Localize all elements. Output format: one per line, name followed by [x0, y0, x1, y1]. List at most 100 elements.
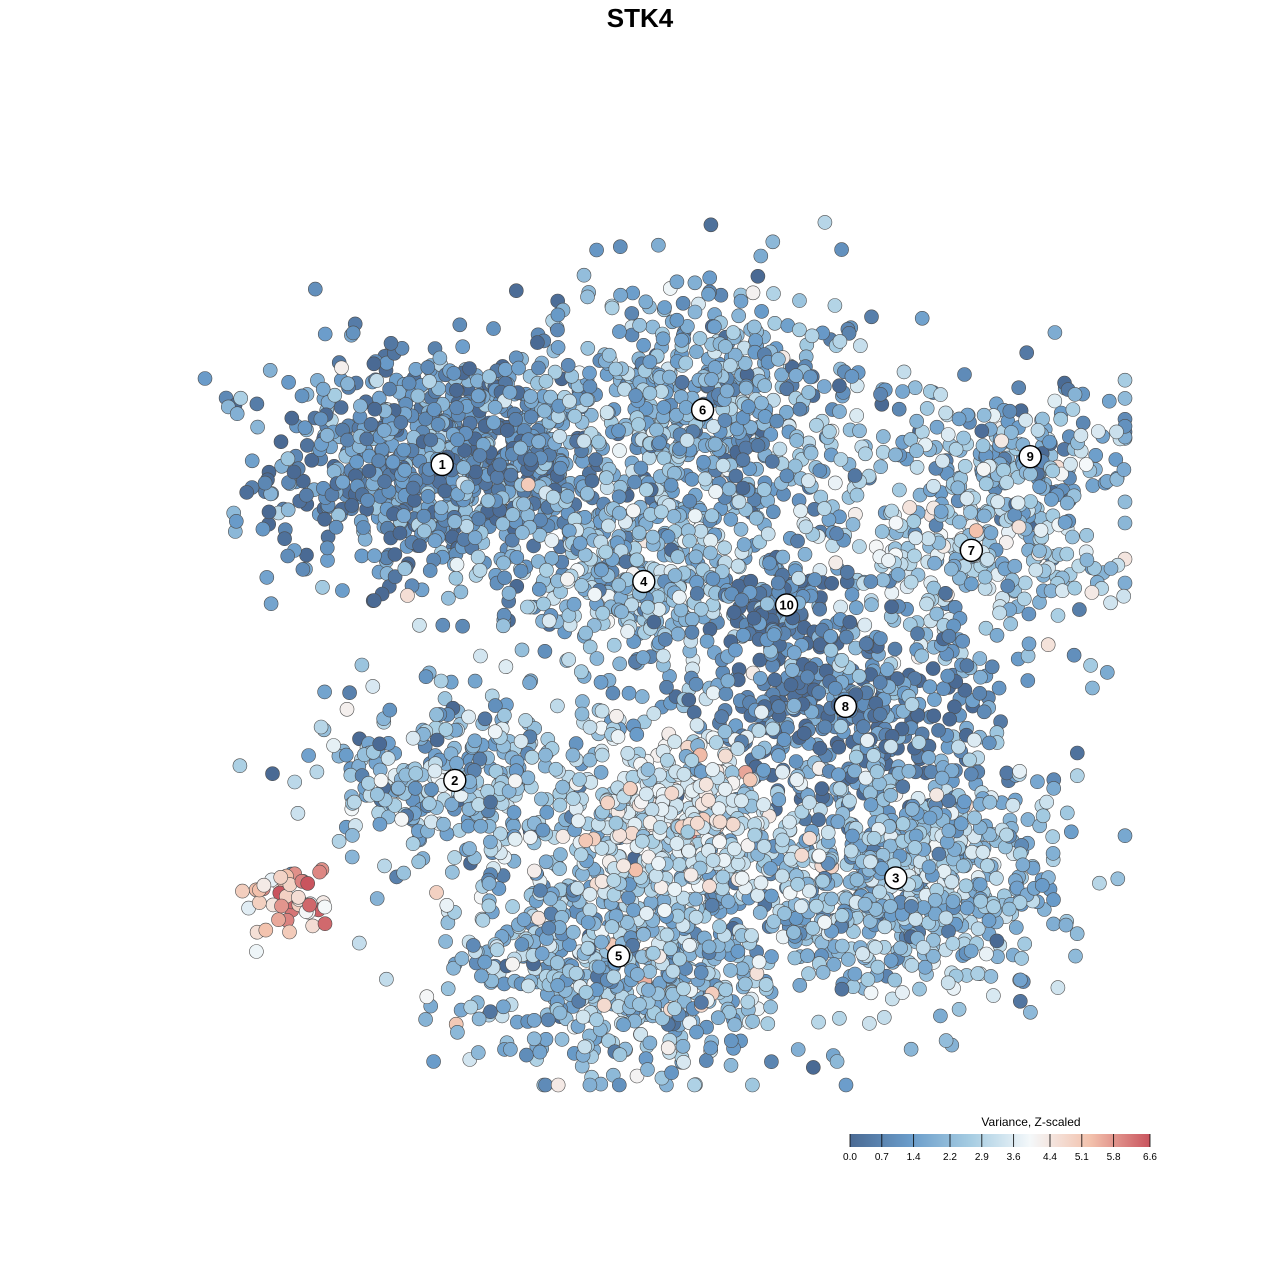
data-point [979, 946, 994, 962]
data-point [707, 319, 722, 335]
data-point [1069, 926, 1085, 942]
data-point [397, 561, 413, 577]
data-point [1100, 665, 1115, 680]
data-point [503, 1042, 518, 1057]
data-point [550, 322, 565, 338]
data-point [366, 356, 382, 372]
data-point [824, 891, 839, 907]
data-point [539, 805, 555, 820]
data-point [722, 358, 738, 373]
data-point [471, 1011, 487, 1027]
data-point [688, 549, 704, 565]
data-point [989, 933, 1005, 949]
data-point [401, 375, 417, 391]
data-point [968, 523, 984, 539]
data-point [1117, 515, 1133, 531]
data-point [462, 841, 477, 856]
data-point [611, 1077, 627, 1093]
data-point [811, 1014, 826, 1030]
data-point [702, 270, 718, 286]
data-point [382, 702, 398, 718]
data-point [730, 944, 746, 959]
data-point [958, 878, 974, 894]
data-point [514, 642, 530, 658]
data-point [447, 850, 462, 865]
data-point [972, 877, 988, 892]
data-point [1017, 591, 1032, 607]
data-point [317, 684, 332, 700]
data-point [674, 332, 689, 348]
data-point [645, 945, 661, 961]
data-point [483, 794, 498, 810]
data-point [872, 776, 887, 791]
data-point [903, 1041, 919, 1057]
data-point [802, 831, 817, 846]
data-point [735, 480, 751, 496]
data-point [996, 462, 1011, 478]
data-point [762, 555, 777, 571]
data-point [612, 443, 627, 458]
data-point [902, 500, 918, 515]
data-point [827, 298, 843, 313]
data-point [452, 317, 468, 333]
data-point [514, 937, 530, 952]
data-point [354, 548, 370, 564]
data-point [565, 924, 581, 940]
data-point [560, 488, 575, 504]
data-point [1040, 637, 1056, 653]
data-point [232, 758, 248, 774]
data-point [670, 549, 686, 565]
data-point [754, 304, 769, 319]
data-point [405, 730, 421, 746]
data-point [642, 354, 658, 370]
data-point [1060, 805, 1075, 821]
data-point [1010, 495, 1026, 511]
data-point [569, 880, 585, 896]
data-point [574, 578, 589, 593]
data-point [895, 384, 910, 399]
data-point [604, 300, 620, 316]
data-point [1117, 494, 1133, 510]
data-point [925, 661, 941, 676]
data-point [344, 849, 360, 865]
data-point [605, 685, 621, 701]
data-point [842, 614, 858, 630]
data-point [926, 478, 941, 494]
data-point [487, 400, 503, 415]
data-point [817, 719, 833, 735]
data-point [313, 411, 329, 427]
data-point [487, 724, 503, 740]
data-point [1007, 558, 1023, 574]
data-point [683, 867, 699, 883]
data-point [550, 698, 565, 714]
data-point [717, 413, 733, 428]
data-point [513, 734, 529, 749]
data-point [746, 319, 762, 335]
data-point [1030, 422, 1046, 438]
data-point [385, 454, 401, 470]
data-point [541, 920, 557, 936]
data-point [387, 569, 403, 585]
data-point [745, 1014, 760, 1029]
data-point [1055, 583, 1070, 599]
data-point [1092, 875, 1107, 891]
data-point [365, 679, 381, 694]
data-point [657, 300, 672, 315]
data-point [759, 596, 775, 612]
data-point [371, 453, 387, 469]
data-point [916, 900, 931, 915]
data-point [760, 1016, 776, 1032]
data-point [735, 627, 751, 643]
data-point [787, 950, 803, 966]
data-point [582, 752, 598, 768]
data-point [698, 1053, 714, 1068]
data-point [748, 510, 764, 526]
data-point [674, 374, 690, 390]
data-point [858, 446, 873, 462]
data-point [594, 747, 610, 763]
data-point [420, 489, 436, 504]
data-point [942, 711, 958, 727]
data-point [807, 572, 823, 587]
data-point [369, 787, 385, 802]
data-point [688, 891, 704, 907]
